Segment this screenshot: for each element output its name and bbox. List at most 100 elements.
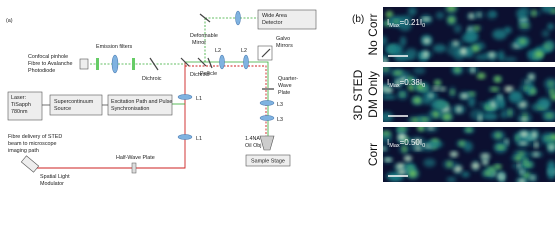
- label: Pellicle: [200, 71, 217, 77]
- blob: [400, 36, 407, 47]
- blob: [492, 29, 507, 40]
- blob: [408, 170, 417, 177]
- blob: [549, 145, 554, 150]
- symbol: I: [387, 78, 389, 87]
- label-line: Photodiode: [28, 68, 55, 74]
- main-beam: [185, 61, 269, 140]
- blob: [521, 117, 528, 122]
- label-line: 1.4NA: [245, 136, 260, 142]
- blob: [489, 11, 497, 16]
- blob: [518, 102, 527, 108]
- blob: [518, 179, 526, 182]
- label-line: 780nm: [11, 109, 28, 115]
- blob: [503, 56, 517, 62]
- value: =0.21: [400, 18, 421, 27]
- blob: [440, 87, 446, 91]
- intensity-label: IMax=0.38I0: [387, 78, 425, 89]
- label: Wide Area Detector: [262, 13, 287, 26]
- blob: [498, 50, 505, 62]
- subscript: 0: [422, 143, 425, 149]
- blob: [537, 97, 552, 110]
- label: Supercontinuum Source: [54, 99, 94, 112]
- label-line: Quarter-: [278, 76, 298, 82]
- label: Emission filters: [96, 44, 133, 50]
- label: Confocal pinhole Fibre to Avalanche Photod…: [28, 54, 73, 74]
- blob: [494, 76, 501, 83]
- blob: [551, 9, 555, 13]
- blob: [474, 26, 480, 31]
- row-label: No Corr: [366, 13, 380, 55]
- blob: [509, 91, 522, 100]
- row-label: Corr: [366, 143, 380, 166]
- blob: [460, 93, 469, 99]
- pellicle-plate: [207, 57, 213, 69]
- blob: [504, 139, 508, 145]
- blob: [481, 154, 490, 159]
- dichroic: [180, 57, 190, 67]
- lens: [219, 54, 225, 70]
- blob: [448, 16, 455, 23]
- blob: [414, 146, 422, 151]
- fibre-port: [79, 58, 89, 70]
- blob: [383, 158, 393, 162]
- blob: [398, 169, 406, 175]
- label: Dichroic: [190, 72, 210, 78]
- blob: [432, 86, 440, 91]
- symbol: I: [387, 138, 389, 147]
- blob: [383, 67, 388, 71]
- blob: [408, 83, 415, 91]
- blob: [466, 127, 472, 132]
- blob: [533, 152, 539, 157]
- detection-beam: [90, 17, 258, 65]
- blob: [414, 139, 421, 145]
- row-label: DM Only: [366, 71, 380, 118]
- blob: [396, 79, 401, 87]
- blob: [504, 86, 514, 92]
- label-line: Wave: [278, 83, 292, 89]
- subscript: 0: [422, 83, 425, 89]
- label: Half-Wave Plate: [116, 155, 155, 161]
- blob: [422, 96, 432, 105]
- blob: [428, 93, 433, 99]
- label: Spatial Light Modulator: [40, 174, 70, 187]
- blob: [478, 102, 487, 107]
- label-line: Plate: [278, 90, 290, 96]
- label-line: imaging path: [8, 148, 39, 154]
- label-line: Mirror: [192, 40, 206, 46]
- blob: [423, 50, 429, 58]
- blob: [383, 145, 389, 152]
- optical-diagram: (a) Wide Area Detector Deformable Mirror G…: [6, 9, 317, 187]
- blob: [548, 81, 554, 86]
- value: =0.38: [400, 78, 421, 87]
- label-line: Spatial Light: [40, 174, 70, 180]
- blob: [432, 111, 440, 118]
- label-line: Detector: [262, 20, 283, 26]
- blob: [530, 103, 539, 111]
- blob: [518, 152, 524, 157]
- blob: [456, 106, 462, 113]
- lens: [259, 115, 275, 121]
- blob: [411, 118, 419, 122]
- blob: [493, 95, 504, 107]
- blob: [519, 39, 526, 44]
- lens: [111, 54, 119, 74]
- blob: [400, 92, 405, 97]
- wave-plate: [262, 88, 274, 90]
- blob: [383, 111, 394, 122]
- blob: [471, 67, 475, 74]
- excitation-box: [107, 94, 173, 116]
- blob: [493, 165, 502, 169]
- blob: [453, 24, 462, 34]
- label: L3: [277, 117, 283, 123]
- label: Excitation Path and Pulse Synchronisation: [111, 99, 172, 112]
- blob: [530, 176, 535, 180]
- blob: [531, 131, 537, 138]
- blob: [532, 9, 536, 17]
- label: L3: [277, 102, 283, 108]
- blob: [423, 38, 431, 44]
- blob: [461, 33, 475, 43]
- blob: [434, 80, 441, 86]
- label: Deformable Mirror: [190, 33, 218, 46]
- symbol: I: [420, 138, 422, 147]
